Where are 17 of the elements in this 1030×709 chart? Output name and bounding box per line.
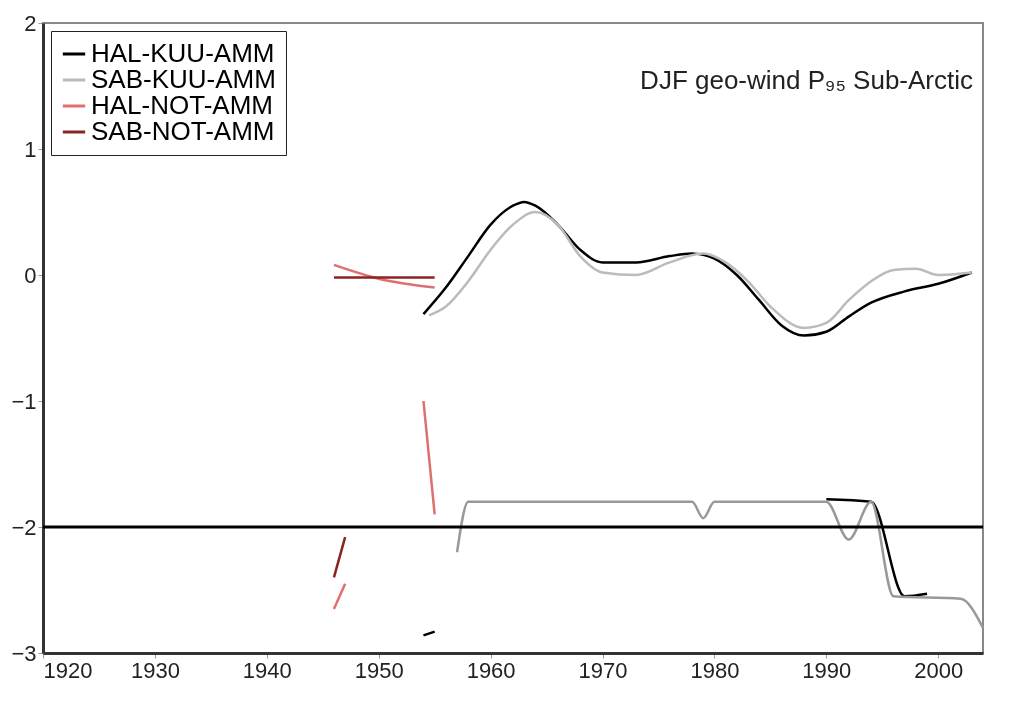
y-tick-label: −2 xyxy=(11,514,37,540)
x-tick-label: 1980 xyxy=(690,657,740,683)
y-tick-label: 1 xyxy=(24,136,37,162)
y-tick-label: −3 xyxy=(11,640,37,666)
x-tick-label: 1930 xyxy=(130,657,180,683)
x-tick-label: 1950 xyxy=(354,657,404,683)
x-tick-label: 1990 xyxy=(802,657,852,683)
x-tick-label: 1940 xyxy=(242,657,292,683)
line-series xyxy=(455,500,985,630)
x-tick-label: 1960 xyxy=(466,657,516,683)
y-tick-label: 0 xyxy=(24,262,37,288)
x-tick-label: 1970 xyxy=(578,657,628,683)
y-tick-label: −1 xyxy=(11,388,37,414)
y-tick-label: 2 xyxy=(24,10,37,36)
x-tick-label: 2000 xyxy=(914,657,964,683)
annotation: DJF geo-wind P₉₅ Sub-Arctic xyxy=(640,65,973,95)
x-tick-label: 1920 xyxy=(43,657,93,683)
